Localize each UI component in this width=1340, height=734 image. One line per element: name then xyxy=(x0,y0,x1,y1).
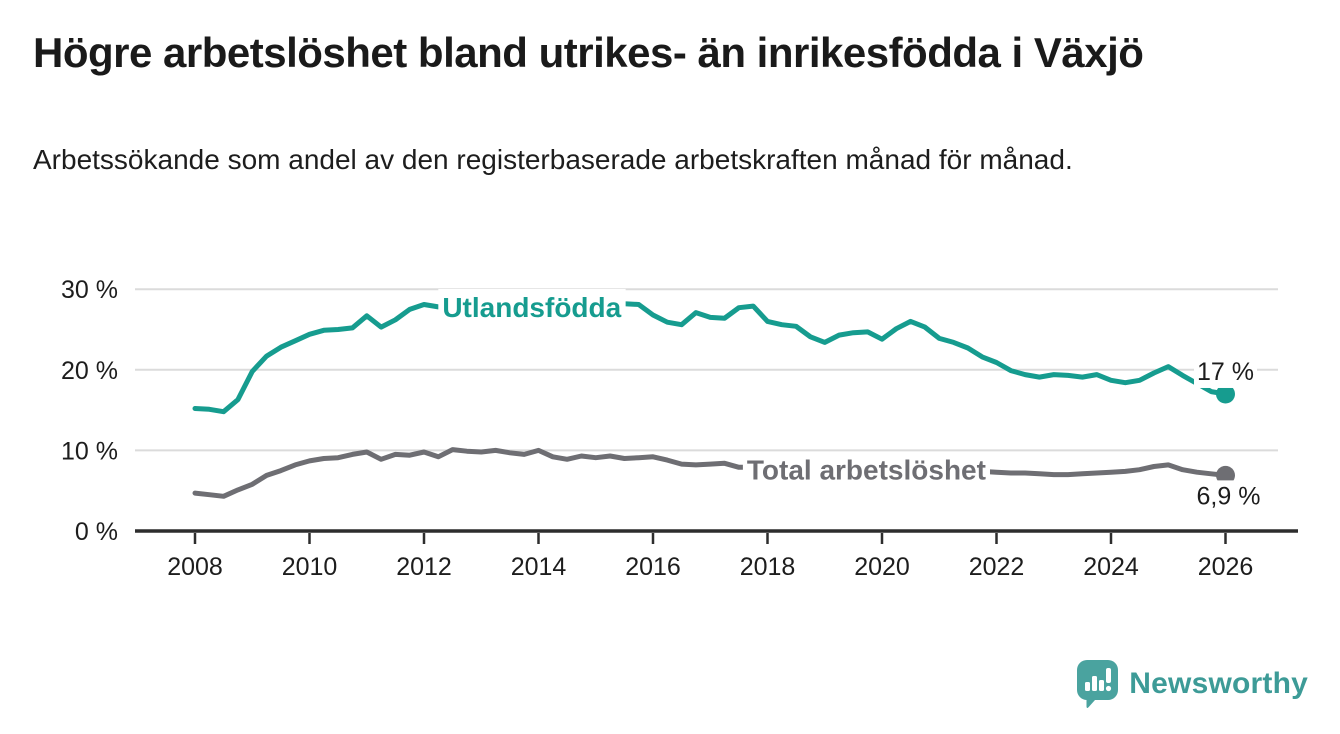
utlandsfodda-end-value-label: 17 % xyxy=(1197,358,1254,386)
total-arbetsloshet-end-value-label: 6,9 % xyxy=(1197,482,1261,510)
total-arbetsloshet-inline-label: Total arbetslöshet xyxy=(747,455,986,486)
y-tick-label: 0 % xyxy=(75,518,118,546)
total-arbetsloshet-end-label-backdrop xyxy=(1193,480,1264,513)
y-tick-label: 20 % xyxy=(61,357,118,385)
newsworthy-brand-text: Newsworthy xyxy=(1129,667,1308,700)
logo-exclamation-dot xyxy=(1106,685,1112,692)
x-tick-label: 2014 xyxy=(511,553,567,581)
y-tick-label: 30 % xyxy=(61,276,118,304)
x-tick-label: 2024 xyxy=(1083,553,1139,581)
utlandsfodda-end-label-backdrop xyxy=(1194,355,1257,388)
total-arbetsloshet-end-dot xyxy=(1216,465,1235,485)
y-tick-label: 10 % xyxy=(61,437,118,465)
utlandsfodda-inline-label: Utlandsfödda xyxy=(442,292,621,323)
x-tick-label: 2016 xyxy=(625,553,681,581)
chart-subtitle: Arbetssökande som andel av den registerb… xyxy=(33,144,1073,175)
x-tick-label: 2018 xyxy=(740,553,796,581)
x-tick-label: 2026 xyxy=(1198,553,1254,581)
logo-exclamation-bar xyxy=(1106,668,1112,683)
logo-bar-1 xyxy=(1085,682,1091,691)
logo-bar-3 xyxy=(1099,680,1105,691)
logo-bar-2 xyxy=(1092,676,1098,691)
x-tick-label: 2020 xyxy=(854,553,910,581)
x-tick-label: 2010 xyxy=(282,553,338,581)
logo-bubble-shape xyxy=(1077,660,1119,708)
chart-title: Högre arbetslöshet bland utrikes- än inr… xyxy=(33,29,1144,76)
x-tick-label: 2008 xyxy=(167,553,223,581)
utlandsfodda-line xyxy=(192,295,1228,415)
total-arbetsloshet-line xyxy=(192,447,1228,499)
utlandsfodda-end-dot xyxy=(1216,384,1235,404)
x-tick-label: 2022 xyxy=(969,553,1025,581)
total-arbetsloshet-label-backdrop xyxy=(742,451,990,489)
newsworthy-logo-icon xyxy=(1077,660,1119,708)
utlandsfodda-label-backdrop xyxy=(438,288,626,326)
x-tick-label: 2012 xyxy=(396,553,452,581)
newsworthy-logo: Newsworthy xyxy=(1077,660,1308,708)
